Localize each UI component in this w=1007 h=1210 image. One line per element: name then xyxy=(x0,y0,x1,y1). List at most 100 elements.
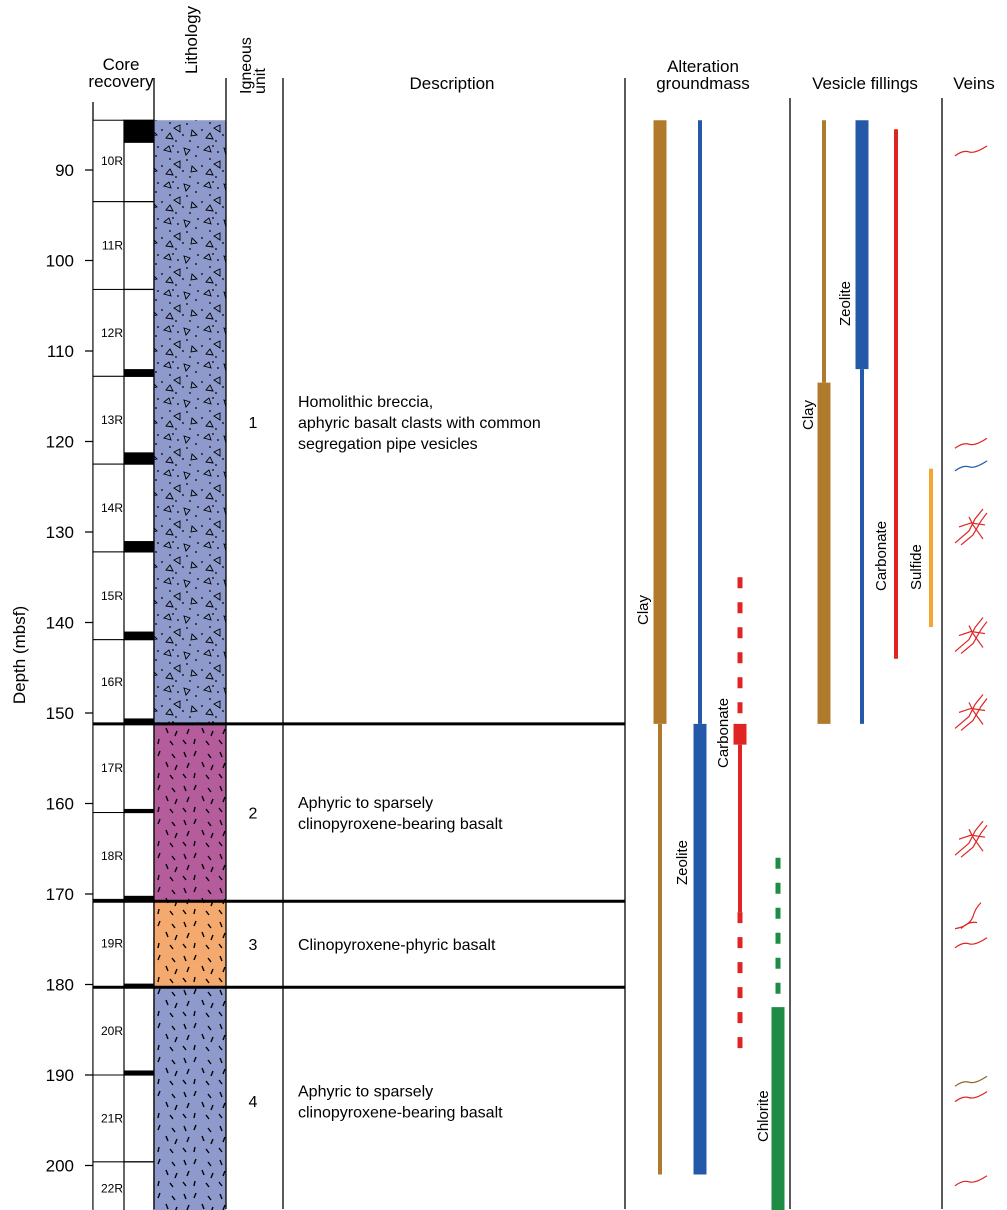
unit-number: 2 xyxy=(249,806,258,823)
veins-header: Veins xyxy=(953,74,995,93)
depth-tick-label: 190 xyxy=(46,1066,74,1085)
core-label: 11R xyxy=(102,239,123,253)
core-interval xyxy=(92,812,125,900)
column-dividers xyxy=(153,78,943,1209)
core-recovery-box xyxy=(123,898,155,988)
lithology-header: Lithology xyxy=(182,5,201,74)
recovered-interval xyxy=(124,120,154,143)
core-recovery-box xyxy=(123,551,155,641)
alteration-label: Chlorite xyxy=(755,1090,772,1142)
depth-tick-label: 150 xyxy=(46,704,74,723)
alteration-groundmass-column: Clay Zeolite Carbonate Chlorite xyxy=(635,120,785,1210)
unit-number: 3 xyxy=(249,937,258,954)
depth-tick-label: 120 xyxy=(46,433,74,452)
core-interval xyxy=(92,375,125,465)
recovered-interval xyxy=(124,718,154,724)
core-label: 20R xyxy=(101,1024,123,1038)
unit-description: Homolithic breccia, xyxy=(298,394,433,411)
core-recovery-box xyxy=(123,811,155,901)
core-label: 10R xyxy=(101,154,123,168)
vein-mark xyxy=(954,820,988,858)
unit-description: segregation pipe vesicles xyxy=(298,436,478,453)
recovered-interval xyxy=(124,808,154,813)
core-recovery-box xyxy=(123,723,155,814)
alteration-label: Zeolite xyxy=(674,840,691,885)
vesicle-label: Clay xyxy=(800,399,817,430)
vein-mark xyxy=(954,617,988,655)
recovered-interval xyxy=(124,452,154,465)
unit-description: Aphyric to sparsely xyxy=(298,1084,433,1101)
core-label: 16R xyxy=(101,675,123,689)
vesicle-label: Zeolite xyxy=(837,281,854,326)
core-interval xyxy=(92,639,125,725)
core-interval xyxy=(92,119,125,203)
vein-mark xyxy=(954,1075,988,1087)
core-recovery-box xyxy=(123,639,155,725)
vein-mark xyxy=(954,460,988,472)
core-label: 18R xyxy=(101,849,123,863)
unit-number: 4 xyxy=(249,1094,258,1111)
alteration-label: Clay xyxy=(635,594,652,625)
core-label: 12R xyxy=(101,326,123,340)
alteration-header: Alteration xyxy=(667,57,739,76)
vein-mark xyxy=(954,437,988,449)
core-interval xyxy=(92,201,125,290)
basalt-pattern xyxy=(154,901,226,988)
vesicle-fillings-header: Vesicle fillings xyxy=(812,74,918,93)
depth-axis-label: Depth (mbsf) xyxy=(10,606,29,704)
lithology-column xyxy=(154,120,226,1210)
core-interval xyxy=(92,723,125,814)
depth-tick-label: 110 xyxy=(47,342,74,361)
depth-tick-label: 180 xyxy=(46,976,74,995)
core-label: 21R xyxy=(101,1111,123,1125)
core-recovery-header: recovery xyxy=(88,72,154,91)
unit-description: Clinopyroxene-phyric basalt xyxy=(298,937,496,954)
core-label: 19R xyxy=(101,936,123,950)
vein-mark xyxy=(954,1175,988,1187)
depth-tick-label: 160 xyxy=(46,795,74,814)
vein-mark xyxy=(954,508,988,546)
unit-number: 1 xyxy=(249,415,258,432)
vesicle-label: Carbonate xyxy=(873,521,890,591)
core-recovery-box xyxy=(123,201,155,291)
unit-description: clinopyroxene-bearing basalt xyxy=(298,816,503,833)
depth-tick-label: 100 xyxy=(46,252,74,271)
depth-tick-label: 90 xyxy=(55,161,74,180)
core-interval xyxy=(92,986,125,1076)
core-recovery-column: 10R 11R 12R 13R 14R 15R 16R 17R 18R 19R 20R 21R 22R xyxy=(92,119,155,1210)
core-recovery-box xyxy=(123,288,155,377)
vein-mark xyxy=(954,937,988,949)
recovered-interval xyxy=(124,541,154,552)
igneous-unit-header: Igneous xyxy=(238,37,255,94)
basalt-pattern xyxy=(154,987,226,1210)
core-recovery-header: Core xyxy=(103,55,140,74)
vesicle-label: Sulfide xyxy=(908,544,925,590)
vesicle-fillings-column: Clay Zeolite Carbonate Sulfide xyxy=(800,120,933,724)
core-interval xyxy=(92,898,125,988)
core-recovery-box xyxy=(123,375,155,465)
alteration-header: groundmass xyxy=(656,74,750,93)
igneous-unit-header: unit xyxy=(252,68,269,94)
recovered-interval xyxy=(124,1070,154,1078)
core-interval xyxy=(92,1161,125,1210)
unit-description: aphyric basalt clasts with common xyxy=(298,415,541,432)
column-headers: Core recovery Lithology Igneous unit Des… xyxy=(88,5,994,94)
core-recovery-box xyxy=(123,986,155,1076)
core-label: 14R xyxy=(101,501,123,515)
basalt-pattern xyxy=(154,723,226,902)
core-label: 22R xyxy=(101,1182,123,1196)
core-recovery-box xyxy=(123,463,155,553)
depth-tick-label: 140 xyxy=(46,614,74,633)
core-label: 15R xyxy=(101,589,123,603)
alteration-label: Carbonate xyxy=(715,698,732,768)
description-header: Description xyxy=(409,74,494,93)
breccia-pattern xyxy=(154,120,226,724)
vein-mark xyxy=(954,1091,988,1103)
recovered-interval xyxy=(124,369,154,377)
core-label: 13R xyxy=(101,413,123,427)
vein-mark xyxy=(954,902,982,930)
core-recovery-box xyxy=(123,1074,155,1163)
unit-description: clinopyroxene-bearing basalt xyxy=(298,1105,503,1122)
core-recovery-box xyxy=(123,1161,155,1210)
